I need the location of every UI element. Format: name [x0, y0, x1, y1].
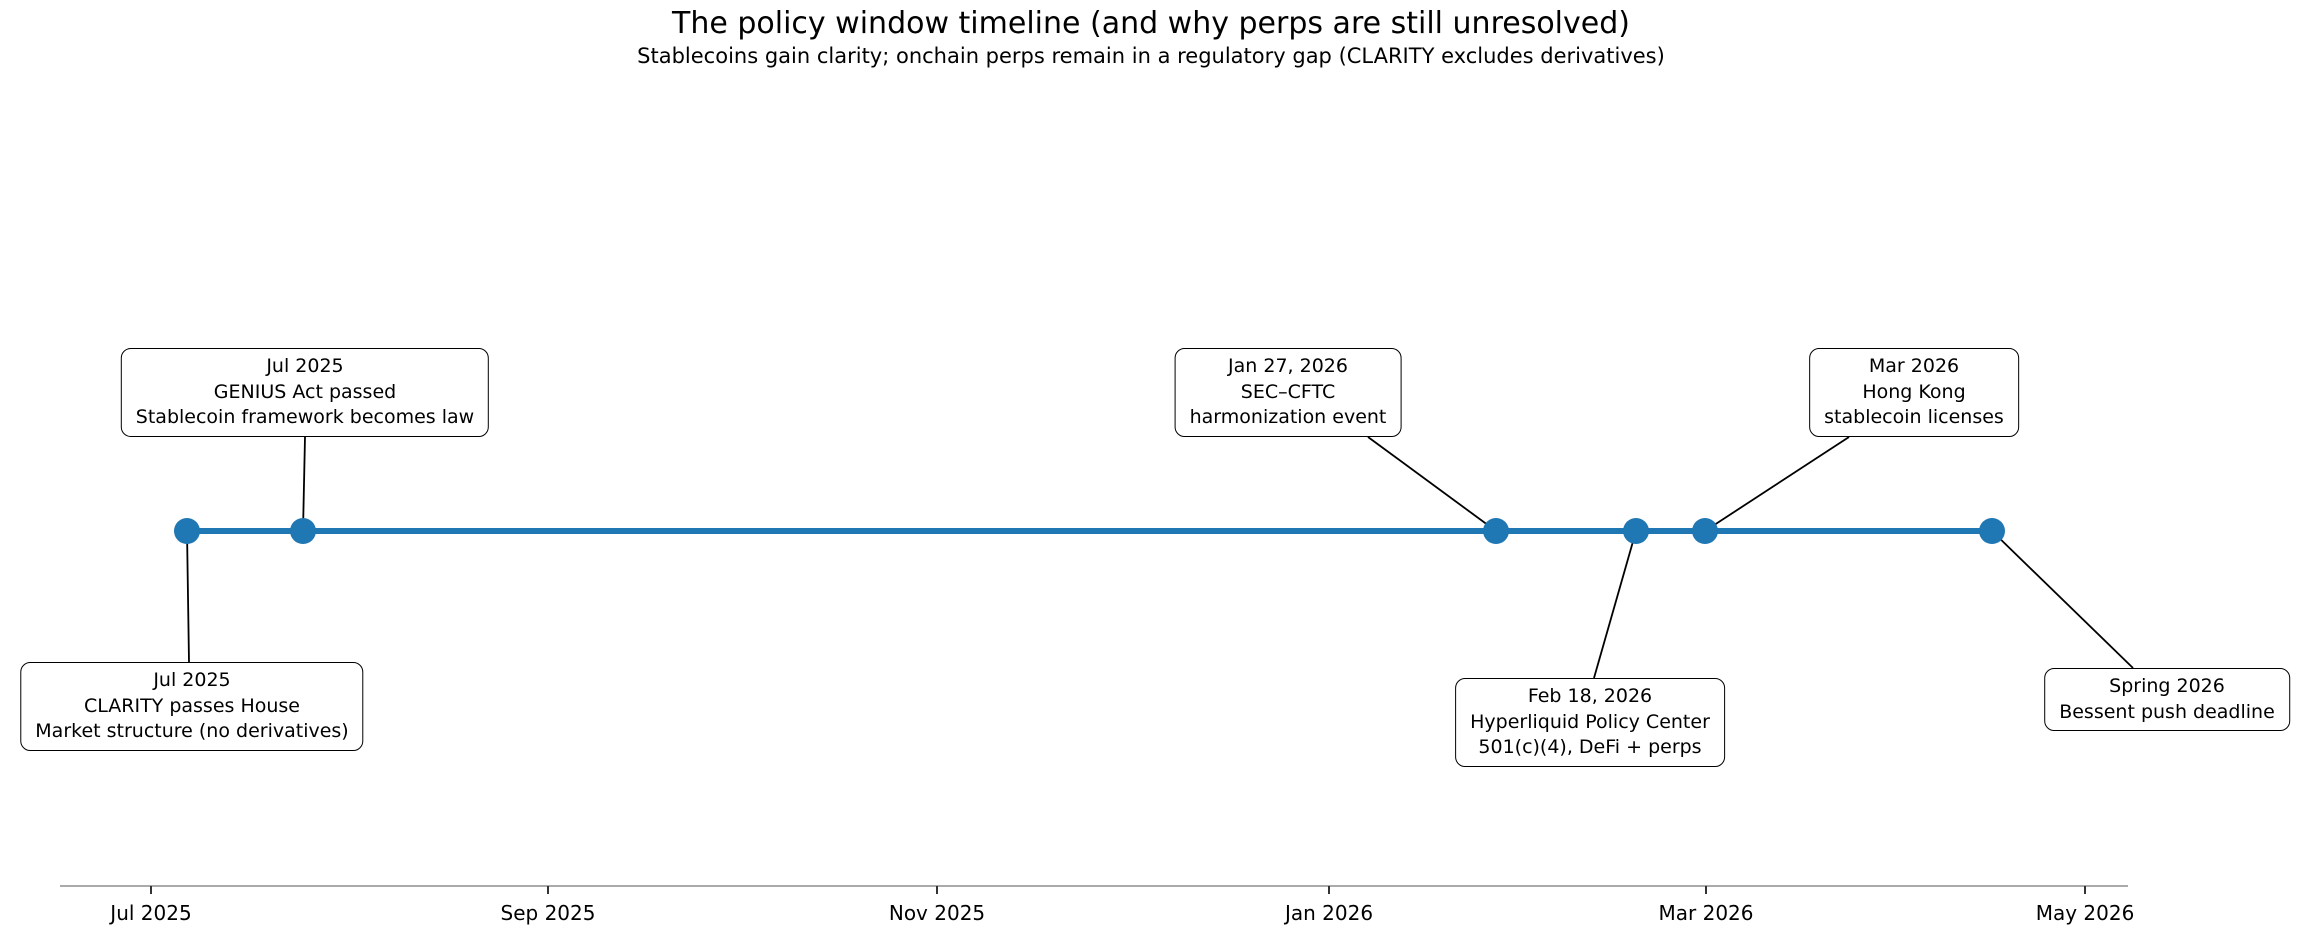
event-label-line: SEC–CFTC [1240, 380, 1336, 403]
event-label-line: Bessent push deadline [2059, 700, 2275, 723]
event-label-line: CLARITY passes House [83, 694, 300, 717]
event-label-line: Market structure (no derivatives) [35, 720, 349, 743]
event-label-line: Jul 2025 [153, 669, 231, 691]
x-axis-tick-label: Nov 2025 [888, 901, 986, 925]
x-axis-tick-label: Jan 2026 [1284, 901, 1374, 925]
chart-title: The policy window timeline (and why perp… [672, 6, 1630, 41]
event-marker [1979, 518, 2005, 544]
x-axis-tick-label: Sep 2025 [500, 901, 596, 925]
event-label-box: Feb 18, 2026 Hyperliquid Policy Center 501… [1455, 678, 1725, 767]
event-marker [1623, 518, 1649, 544]
event-marker [174, 518, 200, 544]
event-label-box: Mar 2026 Hong Kong stablecoin licenses [1809, 348, 2019, 437]
event-label-line: Hyperliquid Policy Center [1470, 710, 1710, 733]
event-marker [1692, 518, 1718, 544]
event-label-box: Spring 2026 Bessent push deadline [2044, 668, 2290, 732]
event-connector [1593, 530, 1637, 679]
event-label-line: stablecoin licenses [1824, 406, 2004, 429]
event-label-line: Hong Kong [1862, 380, 1966, 403]
event-connector [186, 530, 190, 663]
event-marker [290, 518, 316, 544]
event-connector [1991, 530, 2134, 669]
event-label-box: Jul 2025 GENIUS Act passed Stablecoin fram… [120, 348, 490, 437]
event-label-line: Mar 2026 [1868, 355, 1960, 378]
event-marker [1483, 518, 1509, 544]
event-label-line: Feb 18, 2026 [1527, 685, 1653, 707]
event-connector [302, 436, 306, 532]
x-axis-tick-label: May 2026 [2035, 901, 2135, 925]
event-label-line: Jul 2025 [266, 355, 344, 378]
chart-subtitle: Stablecoins gain clarity; onchain perps … [637, 44, 1665, 68]
event-label-line: 501(c)(4), DeFi + perps [1478, 736, 1702, 759]
event-label-line: harmonization event [1189, 406, 1387, 429]
event-label-line: Spring 2026 [2109, 675, 2225, 697]
event-label-line: Stablecoin framework becomes law [135, 406, 475, 429]
event-label-box: Jan 27, 2026 SEC–CFTC harmonization event [1174, 348, 1402, 437]
event-connector [1704, 436, 1850, 532]
x-axis-tick-label: Mar 2026 [1658, 901, 1754, 925]
x-axis-tick-label: Jul 2025 [110, 901, 192, 925]
event-label-box: Jul 2025 CLARITY passes House Market struc… [20, 662, 364, 751]
event-label-line: GENIUS Act passed [213, 380, 397, 403]
event-connector [1367, 436, 1497, 532]
event-label-line: Jan 27, 2026 [1228, 355, 1348, 378]
